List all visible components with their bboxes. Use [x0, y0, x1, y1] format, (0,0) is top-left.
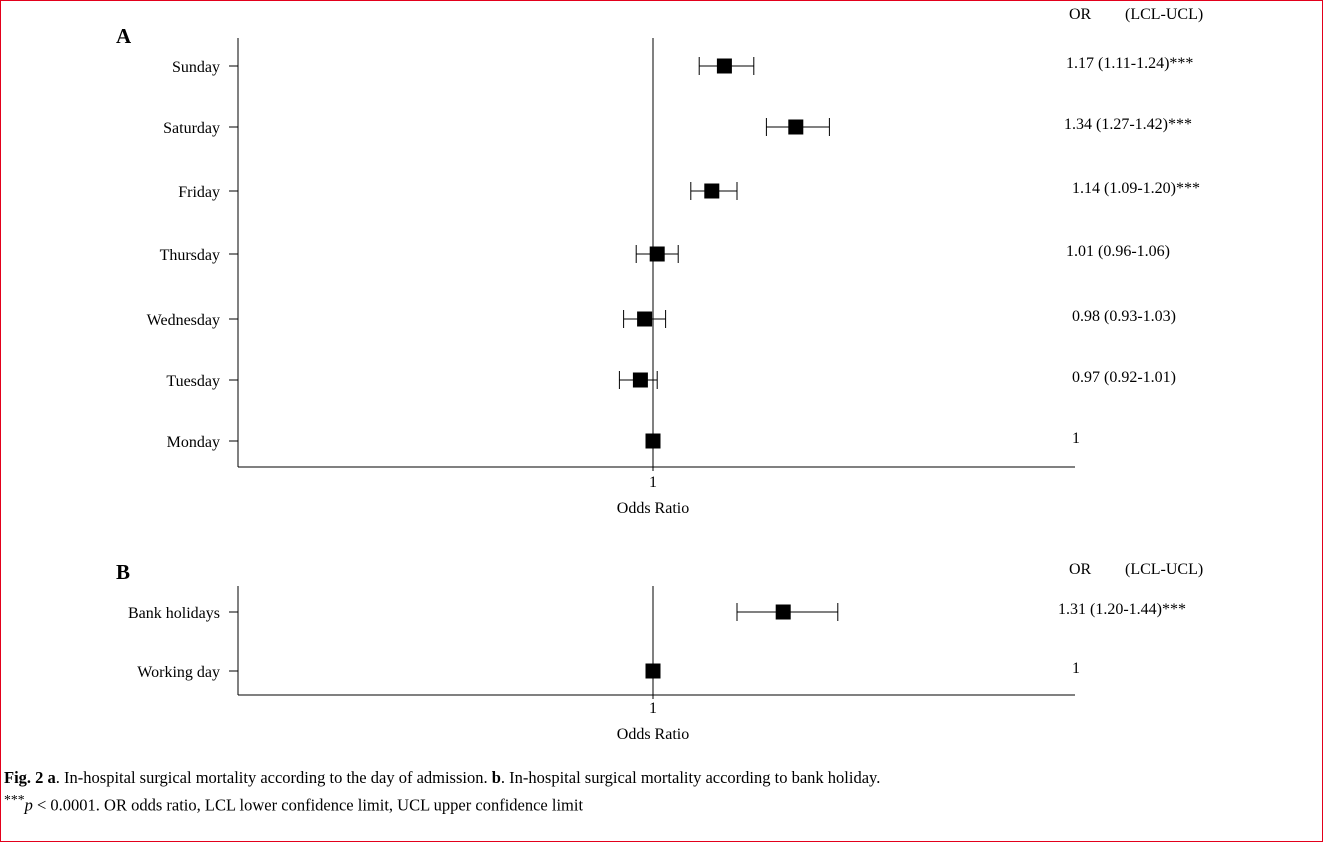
panel-a-point-friday [704, 183, 720, 199]
panel-a-point-sunday [716, 58, 732, 74]
panel-a-point-wednesday [637, 311, 653, 327]
caption-part-b-letter: b [491, 768, 501, 787]
panel-b-x-axis-title: Odds Ratio [617, 726, 689, 743]
figure-caption: Fig. 2 a. In-hospital surgical mortality… [4, 767, 1318, 817]
panel-a-row-label-sunday: Sunday [172, 59, 220, 76]
panel-a-value-tuesday: 0.97 (0.92-1.01) [1072, 369, 1176, 386]
panel-b-x-tick-label-0: 1 [649, 700, 657, 717]
panel-a-row-label-thursday: Thursday [160, 247, 220, 264]
panel-b-row-label-working-day: Working day [137, 664, 220, 681]
caption-sig-rest: < 0.0001. OR odds ratio, LCL lower confi… [32, 795, 584, 815]
forest-plot-figure: A OR (LCL-UCL) 1 Odds Ratio Sunday 1.17 (1.11-… [116, 6, 1203, 743]
panel-a-value-monday: 1 [1072, 430, 1080, 447]
panel-a-value-saturday: 1.34 (1.27-1.42)*** [1064, 116, 1192, 133]
panel-b-header-ci: (LCL-UCL) [1125, 561, 1203, 578]
panel-a-value-friday: 1.14 (1.09-1.20)*** [1072, 180, 1200, 197]
panel-b-row-label-bank-holidays: Bank holidays [128, 605, 220, 622]
panel-a-value-sunday: 1.17 (1.11-1.24)*** [1066, 55, 1193, 72]
panel-a-row-label-tuesday: Tuesday [166, 373, 220, 390]
panel-a-point-monday [645, 433, 661, 449]
panel-b-header-or: OR [1069, 561, 1092, 578]
caption-part-a-text: . In-hospital surgical mortality accordi… [55, 768, 492, 787]
panel-a-value-thursday: 1.01 (0.96-1.06) [1066, 243, 1170, 260]
panel-a-point-tuesday [632, 372, 648, 388]
panel-a-row-label-wednesday: Wednesday [147, 312, 220, 329]
panel-a-row-label-friday: Friday [178, 184, 220, 201]
panel-b-value-working-day: 1 [1072, 660, 1080, 677]
panel-a-point-thursday [649, 246, 665, 262]
panel-a-row-label-monday: Monday [167, 434, 220, 451]
panel-b-point-bank-holidays [775, 604, 791, 620]
caption-sig-p: p [24, 795, 33, 815]
panel-a-header-or: OR [1069, 6, 1092, 23]
panel-a-label: A [116, 24, 132, 48]
panel-b-point-working-day [645, 663, 661, 679]
panel-a-header-ci: (LCL-UCL) [1125, 6, 1203, 23]
caption-fig-label: Fig. 2 [4, 768, 44, 787]
panel-b-value-bank-holidays: 1.31 (1.20-1.44)*** [1058, 601, 1186, 618]
panel-b-label: B [116, 560, 130, 584]
panel-a-value-wednesday: 0.98 (0.93-1.03) [1072, 308, 1176, 325]
panel-a-row-label-saturday: Saturday [163, 120, 220, 137]
caption-sig-stars: *** [4, 792, 25, 807]
panel-a-x-axis-title: Odds Ratio [617, 500, 689, 517]
caption-part-a-letter: a [47, 768, 56, 787]
caption-part-b-text: . In-hospital surgical mortality accordi… [500, 768, 881, 787]
panel-a-point-saturday [788, 119, 804, 135]
panel-a-x-tick-label-0: 1 [649, 474, 657, 491]
